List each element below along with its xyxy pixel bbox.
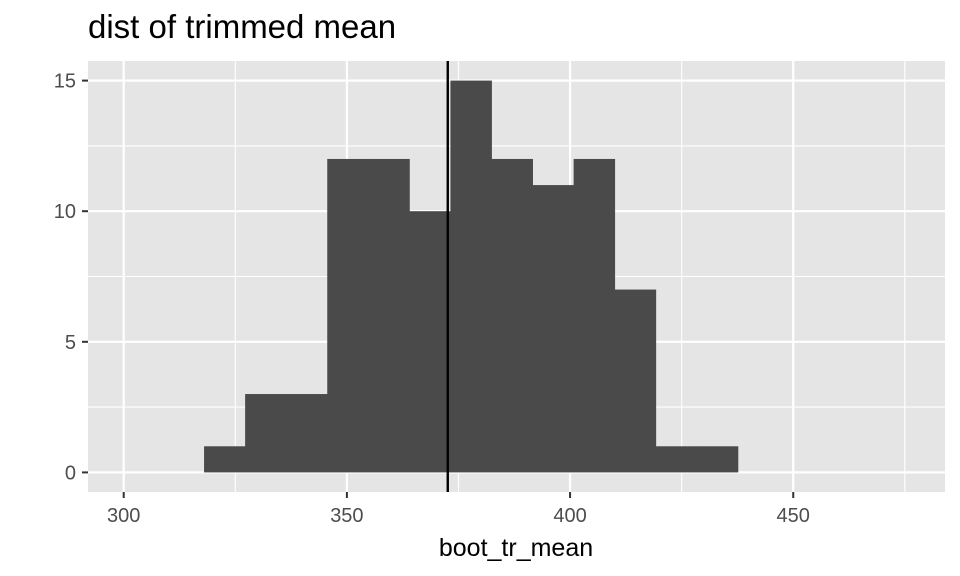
x-axis-title: boot_tr_mean [439,534,593,562]
chart-title: dist of trimmed mean [88,8,396,45]
x-axis: 300 350 400 450 [107,492,810,527]
histogram-bar [327,158,369,473]
histogram-bar [204,446,246,473]
y-tick-label: 15 [54,71,76,93]
x-tick-label: 400 [553,505,586,527]
histogram-bar [573,158,616,473]
histogram-bar [655,446,698,473]
y-tick-label: 0 [65,462,76,484]
y-tick-label: 10 [54,201,76,223]
y-tick-label: 5 [65,332,76,354]
histogram-bar [286,394,328,473]
histogram-bar [409,211,451,473]
histogram-bar [368,158,410,473]
x-tick-label: 350 [330,505,363,527]
histogram-bar [245,394,287,473]
histogram-bar [491,158,533,473]
x-tick-label: 300 [107,505,140,527]
histogram-bar [696,446,739,473]
histogram-bars [204,80,739,473]
y-axis: 0 5 10 15 [54,71,88,484]
histogram-bar [450,80,492,473]
x-tick-label: 450 [777,505,810,527]
histogram-bar [614,289,657,473]
histogram-bar [532,185,575,473]
